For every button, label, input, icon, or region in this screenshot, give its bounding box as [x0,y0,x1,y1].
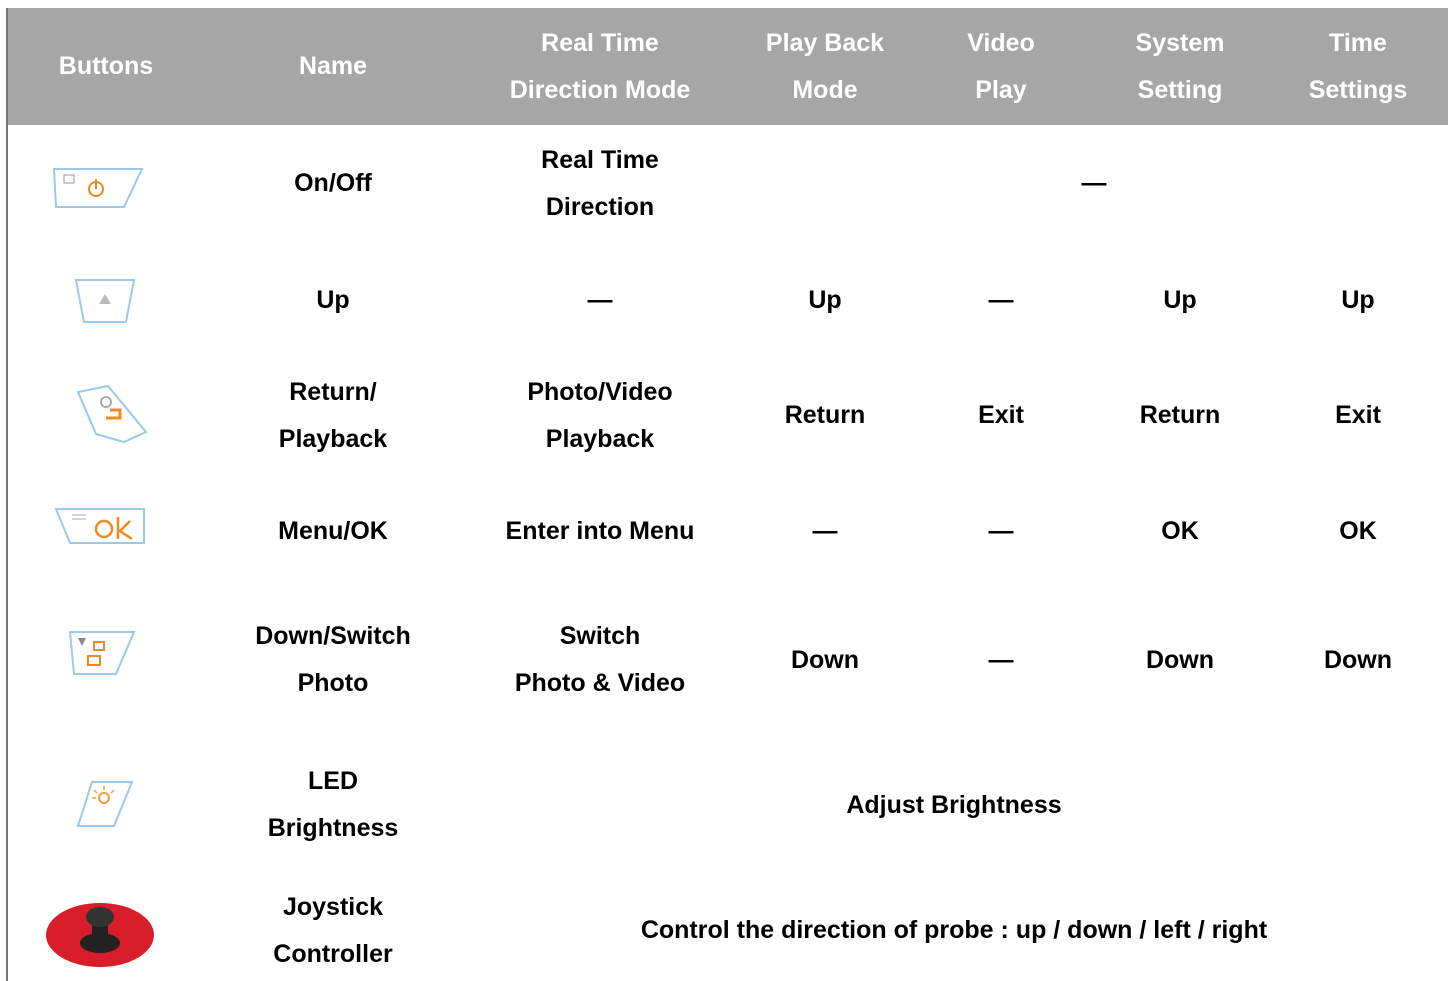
text-line: Return/ [289,377,377,406]
text-line: Playback [545,424,655,453]
data-cell: Enter into Menu [460,473,740,590]
data-cell: — [740,125,1448,242]
text-line: Direction Mode [509,75,691,104]
button-icon [68,631,136,675]
text-line: Enter into Menu [505,517,695,545]
header-band [6,8,1448,125]
text-line: Mode [792,75,858,104]
text-line: Return [784,401,866,429]
button-icon [76,781,134,827]
data-cell: — [910,242,1092,358]
header-cell: Buttons [6,8,206,125]
text-line: Real Time [541,145,659,174]
header-cell: Time Settings [1268,8,1448,125]
data-cell: — [460,242,740,358]
text-line: On/Off [294,169,372,197]
text-line: — [1081,169,1107,197]
text-line: Direction [545,192,655,221]
header-cell: Real Time Direction Mode [460,8,740,125]
button-icon [54,508,145,544]
data-cell: Return [740,358,910,473]
text-line: OK [1161,517,1199,545]
text-line: System [1135,28,1225,57]
data-cell: Exit [910,358,1092,473]
data-cell: Control the direction of probe : up / do… [460,880,1448,981]
text-line: Down/Switch [255,622,411,650]
data-cell: Down [740,590,910,730]
data-cell: Up [1268,242,1448,358]
text-line: Play [975,75,1027,104]
header-cell: Play Back Mode [740,8,910,125]
name-cell: Down/Switch Photo [206,590,460,730]
text-line: Settings [1308,75,1408,104]
text-line: Control the direction of probe : up / do… [640,916,1268,944]
text-line: Play Back [765,28,885,57]
button-icon [76,384,148,444]
name-cell: Joystick Controller [206,880,460,981]
text-line: — [988,645,1014,674]
text-line: Photo/Video [527,377,673,406]
data-cell: Down [1268,590,1448,730]
text-line: Brightness [267,814,399,842]
button-icon [74,279,136,323]
text-line: OK [1339,517,1377,545]
text-line: Exit [978,401,1024,429]
text-line: Photo [297,669,369,697]
text-line: Exit [1335,401,1381,429]
left-border [6,8,8,981]
text-line: — [988,285,1014,314]
text-line: Up [1163,285,1197,314]
data-cell: Exit [1268,358,1448,473]
name-cell: Menu/OK [206,473,460,590]
text-line: Switch [559,622,641,650]
text-line: Controller [273,939,393,968]
text-line: Time [1329,28,1387,57]
text-line: Down [1323,645,1393,674]
data-cell: — [740,473,910,590]
text-line: Name [298,52,368,80]
header-cell: Video Play [910,8,1092,125]
data-cell: — [910,590,1092,730]
name-cell: LED Brightness [206,730,460,880]
data-cell: — [910,473,1092,590]
text-line: Up [1341,285,1375,314]
button-icon [46,903,154,967]
text-line: Playback [278,424,388,453]
data-cell: Up [1092,242,1268,358]
data-cell: Adjust Brightness [460,730,1448,880]
data-cell: Down [1092,590,1268,730]
name-cell: Return/Playback [206,358,460,473]
data-cell: Return [1092,358,1268,473]
text-line: LED [308,767,358,795]
data-cell: Up [740,242,910,358]
text-line: Setting [1137,75,1223,104]
text-line: Real Time [541,28,659,57]
header-cell: Name [206,8,460,125]
text-line: — [988,517,1014,545]
text-line: Down [790,645,860,674]
text-line: Video [967,28,1035,57]
text-line: Adjust Brightness [846,790,1062,819]
text-line: Photo & Video [514,669,686,697]
text-line: Return [1139,401,1221,429]
text-line: Down [1145,645,1215,674]
text-line: Menu/OK [278,517,388,545]
header-cell: System Setting [1092,8,1268,125]
data-cell: Photo/Video Playback [460,358,740,473]
data-cell: Switch Photo & Video [460,590,740,730]
text-line: Joystick [282,892,384,921]
name-cell: On/Off [206,125,460,242]
data-cell: Real Time Direction [460,125,740,242]
data-cell: OK [1268,473,1448,590]
text-line: Up [316,285,350,314]
text-line: — [587,285,613,314]
text-line: Up [808,285,842,314]
name-cell: Up [206,242,460,358]
text-line: Buttons [58,52,154,80]
data-cell: OK [1092,473,1268,590]
button-icon [52,168,144,208]
text-line: — [812,517,838,545]
